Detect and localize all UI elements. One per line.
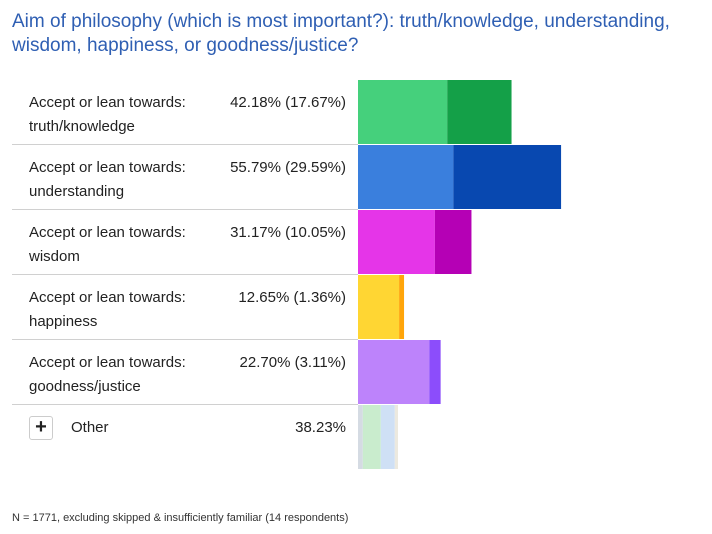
bar-other-segment-3 — [394, 405, 398, 469]
category-row-happiness: Accept or lean towards: happiness 12.65%… — [12, 275, 358, 340]
bar-accept-0 — [447, 80, 512, 144]
bar-accept-4 — [429, 340, 441, 404]
category-label: Accept or lean towards: happiness — [29, 289, 186, 330]
category-value: 55.79% (29.59%) — [230, 159, 346, 176]
category-label: Accept or lean towards: goodness/justice — [29, 354, 186, 395]
category-value: 31.17% (10.05%) — [230, 224, 346, 241]
category-value: 22.70% (3.11%) — [239, 354, 346, 371]
bar-lean-1 — [358, 145, 454, 209]
chart-title: Aim of philosophy (which is most importa… — [12, 11, 670, 56]
footnote: N = 1771, excluding skipped & insufficie… — [12, 512, 349, 524]
bar-accept-3 — [399, 275, 405, 339]
category-value: 42.18% (17.67%) — [230, 94, 346, 111]
category-row-truth-knowledge: Accept or lean towards: truth/knowledge … — [12, 80, 358, 145]
bar-lean-0 — [358, 80, 448, 144]
bar-lean-4 — [358, 340, 430, 404]
bar-other-segment-0 — [358, 405, 363, 469]
bar-other-segment-2 — [380, 405, 395, 469]
category-row-wisdom: Accept or lean towards: wisdom 31.17% (1… — [12, 210, 358, 275]
category-label: Accept or lean towards: understanding — [29, 159, 186, 200]
category-value: 12.65% (1.36%) — [238, 289, 346, 306]
other-value: 38.23% — [295, 419, 346, 436]
bar-other-segment-1 — [362, 405, 381, 469]
category-row-understanding: Accept or lean towards: understanding 55… — [12, 145, 358, 210]
bar-accept-2 — [434, 210, 472, 274]
other-label: Other — [71, 419, 109, 436]
category-label: Accept or lean towards: wisdom — [29, 224, 186, 265]
category-row-other: + Other 38.23% — [12, 405, 358, 451]
bar-lean-2 — [358, 210, 435, 274]
bar-accept-1 — [453, 145, 562, 209]
bar-chart — [358, 80, 562, 469]
category-list: Accept or lean towards: truth/knowledge … — [12, 80, 358, 451]
expand-other-button[interactable]: + — [29, 416, 53, 440]
bar-lean-3 — [358, 275, 400, 339]
category-label: Accept or lean towards: truth/knowledge — [29, 94, 186, 135]
category-row-goodness-justice: Accept or lean towards: goodness/justice… — [12, 340, 358, 405]
